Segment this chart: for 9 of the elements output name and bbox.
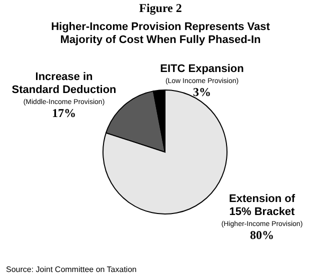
data-label: 17% xyxy=(52,106,76,120)
chart-title: Figure 2 xyxy=(139,1,182,15)
slice-label: EITC Expansion xyxy=(160,63,244,75)
data-label: 3% xyxy=(193,85,211,99)
slice-label: Extension of 15% Bracket xyxy=(228,193,296,218)
slice-label: Increase in Standard Deduction xyxy=(12,71,117,96)
source-note: Source: Joint Committee on Taxation xyxy=(6,265,137,274)
data-label: 80% xyxy=(250,228,274,242)
chart-subtitle: Higher-Income Provision Represents Vast Majority of Cost When Fully Phased-In xyxy=(51,21,270,46)
